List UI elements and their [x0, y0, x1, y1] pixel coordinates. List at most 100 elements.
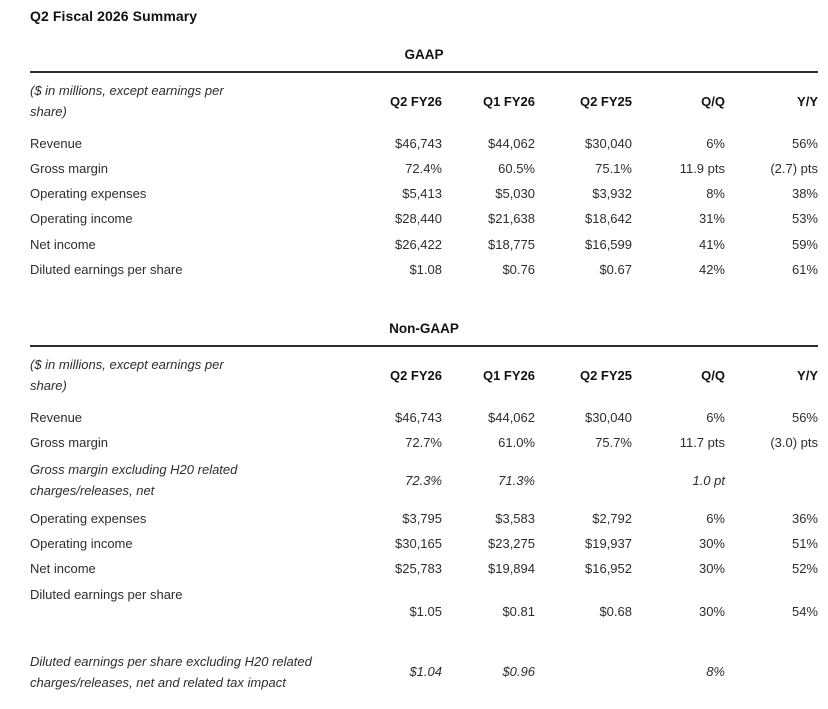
cell-value: $26,422	[395, 236, 442, 252]
cell-value: 72.7%	[405, 434, 442, 450]
cell-value: $2,792	[592, 510, 632, 526]
cell-value: 6%	[706, 135, 725, 151]
cell-value: 75.1%	[595, 160, 632, 176]
column-header-qq: Q/Q	[701, 94, 725, 110]
non-gaap-section-label: Non-GAAP	[389, 321, 459, 337]
column-header-q1fy26: Q1 FY26	[482, 368, 535, 384]
cell-value: 31%	[698, 211, 725, 227]
row-label: Operating income	[30, 536, 133, 552]
cell-value	[535, 456, 632, 507]
column-header-qq: Q/Q	[701, 368, 725, 384]
cell-value: $18,775	[488, 236, 535, 252]
row-label: Diluted earnings per share	[30, 261, 183, 277]
cell-value: 41%	[698, 236, 725, 252]
cell-value: 60.5%	[498, 160, 535, 176]
cell-value: $30,165	[395, 536, 442, 552]
cell-value: 71.3%	[498, 472, 535, 488]
cell-value: $18,642	[585, 211, 632, 227]
cell-value: $25,783	[395, 561, 442, 577]
gaap-table: ($ in millions, except earnings per shar…	[30, 71, 818, 283]
page-title: Q2 Fiscal 2026 Summary	[30, 8, 198, 24]
table-row-gross-margin-excl-h20: Gross margin excluding H20 related charg…	[30, 456, 818, 507]
cell-value: 56%	[791, 135, 818, 151]
column-header-yy: Y/Y	[797, 368, 818, 384]
cell-value	[535, 626, 632, 699]
cell-value: 42%	[698, 261, 725, 277]
row-label: Gross margin excluding H20 related charg…	[30, 462, 238, 498]
gaap-section: GAAP ($ in millions, except earnings per…	[30, 47, 818, 283]
non-gaap-header-row: ($ in millions, except earnings per shar…	[30, 346, 818, 406]
cell-value: $16,952	[585, 561, 632, 577]
cell-value: $1.08	[409, 261, 442, 277]
cell-value: 38%	[791, 186, 818, 202]
cell-value: $3,795	[402, 510, 442, 526]
cell-value: $0.67	[599, 261, 632, 277]
cell-value: 61.0%	[498, 434, 535, 450]
cell-value	[725, 626, 818, 699]
table-row: Revenue $46,743 $44,062 $30,040 6% 56%	[30, 406, 818, 431]
cell-value: 54%	[791, 603, 818, 619]
units-note: ($ in millions, except earnings per shar…	[30, 72, 345, 132]
cell-value: $16,599	[585, 236, 632, 252]
cell-value: 6%	[706, 510, 725, 526]
cell-value: $3,583	[495, 510, 535, 526]
cell-value: 8%	[706, 186, 725, 202]
table-row: Operating expenses $5,413 $5,030 $3,932 …	[30, 182, 818, 207]
units-note-text: ($ in millions, except earnings per shar…	[30, 357, 224, 393]
cell-value: $19,894	[488, 561, 535, 577]
table-row-eps-excl-h20: Diluted earnings per share excluding H20…	[30, 626, 818, 699]
non-gaap-section: Non-GAAP ($ in millions, except earnings…	[30, 321, 818, 699]
cell-value: $0.68	[599, 603, 632, 619]
table-row: Operating income $28,440 $21,638 $18,642…	[30, 207, 818, 232]
cell-value: 6%	[706, 409, 725, 425]
table-row: Diluted earnings per share $1.08 $0.76 $…	[30, 258, 818, 283]
units-note: ($ in millions, except earnings per shar…	[30, 346, 345, 406]
row-label: Operating income	[30, 211, 133, 227]
table-row: Revenue $46,743 $44,062 $30,040 6% 56%	[30, 132, 818, 157]
cell-value: $30,040	[585, 135, 632, 151]
cell-value	[725, 456, 818, 507]
cell-value: $44,062	[488, 409, 535, 425]
cell-value: $46,743	[395, 409, 442, 425]
cell-value: 8%	[706, 664, 725, 680]
cell-value: $0.96	[502, 664, 535, 680]
cell-value: 59%	[791, 236, 818, 252]
gaap-section-label: GAAP	[404, 47, 444, 62]
row-label: Diluted earnings per share excluding H20…	[30, 653, 312, 691]
cell-value: $3,932	[592, 186, 632, 202]
row-label: Gross margin	[30, 434, 109, 450]
cell-value: 56%	[791, 409, 818, 425]
cell-value: $5,030	[495, 186, 535, 202]
column-header-q2fy26: Q2 FY26	[389, 94, 442, 110]
cell-value: 1.0 pt	[692, 472, 725, 488]
gaap-header-row: ($ in millions, except earnings per shar…	[30, 72, 818, 132]
cell-value: $0.81	[502, 603, 535, 619]
cell-value: 30%	[698, 561, 725, 577]
cell-value: 36%	[791, 510, 818, 526]
cell-value: $23,275	[488, 536, 535, 552]
cell-value: 30%	[698, 536, 725, 552]
row-label: Operating expenses	[30, 186, 147, 202]
row-label: Net income	[30, 561, 96, 577]
cell-value: (3.0) pts	[770, 434, 818, 450]
table-row: Operating expenses $3,795 $3,583 $2,792 …	[30, 507, 818, 532]
cell-value: 30%	[698, 603, 725, 619]
table-row: Gross margin 72.4% 60.5% 75.1% 11.9 pts …	[30, 157, 818, 182]
cell-value: 53%	[791, 211, 818, 227]
cell-value: 51%	[791, 536, 818, 552]
cell-value: $0.76	[502, 261, 535, 277]
row-label: Gross margin	[30, 160, 109, 176]
row-label: Diluted earnings per share	[30, 586, 183, 602]
column-header-q2fy25: Q2 FY25	[579, 368, 632, 384]
row-label: Net income	[30, 236, 96, 252]
column-header-q2fy25: Q2 FY25	[579, 94, 632, 110]
cell-value: $1.05	[409, 603, 442, 619]
non-gaap-table: ($ in millions, except earnings per shar…	[30, 345, 818, 699]
table-row: Operating income $30,165 $23,275 $19,937…	[30, 532, 818, 557]
cell-value: 52%	[791, 561, 818, 577]
table-row: Net income $25,783 $19,894 $16,952 30% 5…	[30, 557, 818, 582]
cell-value: $46,743	[395, 135, 442, 151]
row-label: Revenue	[30, 135, 83, 151]
cell-value: 72.3%	[405, 472, 442, 488]
